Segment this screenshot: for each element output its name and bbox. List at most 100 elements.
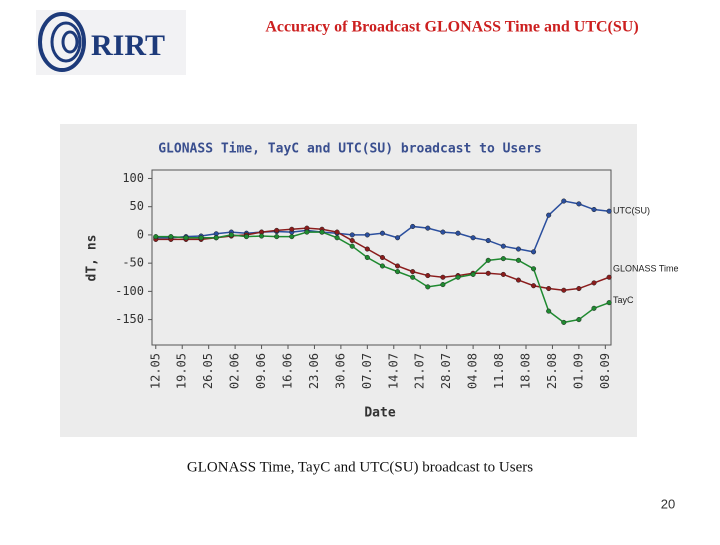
logo: RIRT xyxy=(36,10,186,75)
data-point xyxy=(576,317,582,323)
data-point xyxy=(606,300,612,306)
data-point xyxy=(500,271,506,277)
data-point xyxy=(364,232,370,238)
x-tick-label: 01.09 xyxy=(571,353,585,389)
data-point xyxy=(425,273,431,279)
x-tick-label: 07.07 xyxy=(360,353,374,389)
y-tick-label: 50 xyxy=(130,199,144,213)
data-point xyxy=(425,284,431,290)
y-tick-label: -50 xyxy=(122,256,144,270)
data-point xyxy=(485,270,491,276)
data-point xyxy=(379,254,385,261)
data-point xyxy=(213,235,219,241)
data-point xyxy=(349,238,355,244)
data-point xyxy=(319,229,325,235)
chart-title: GLONASS Time, TayC and UTC(SU) broadcast… xyxy=(158,142,542,157)
data-point xyxy=(395,235,401,241)
data-point xyxy=(274,234,280,240)
x-tick-label: 09.06 xyxy=(254,353,268,389)
data-point xyxy=(440,274,446,280)
data-point xyxy=(349,232,355,238)
data-point xyxy=(198,235,204,241)
x-tick-label: 25.08 xyxy=(545,353,559,389)
data-point xyxy=(395,269,401,275)
data-point xyxy=(515,246,521,252)
logo-ring xyxy=(50,21,82,63)
x-tick-label: 16.06 xyxy=(281,353,295,389)
data-point xyxy=(591,206,597,213)
data-point xyxy=(500,243,506,249)
data-point xyxy=(349,243,355,249)
data-point xyxy=(410,274,416,280)
x-tick-label: 21.07 xyxy=(413,353,427,389)
data-point xyxy=(334,235,340,241)
data-point xyxy=(470,235,476,241)
data-point xyxy=(531,266,537,272)
data-point xyxy=(546,212,552,218)
x-tick-label: 26.05 xyxy=(201,353,215,389)
data-point xyxy=(364,254,370,261)
logo-ring xyxy=(38,12,86,72)
data-point xyxy=(410,223,416,230)
y-tick-label: -150 xyxy=(115,312,144,326)
data-point xyxy=(500,256,506,262)
data-point xyxy=(395,263,401,269)
data-point xyxy=(470,271,476,277)
y-axis-label: dT, ns xyxy=(85,235,100,282)
data-point xyxy=(531,283,537,289)
data-point xyxy=(546,308,552,314)
x-tick-label: 28.07 xyxy=(439,353,453,389)
data-point xyxy=(304,229,310,235)
data-point xyxy=(228,232,234,238)
legend-label: TayC xyxy=(613,295,634,305)
logo-text: RIRT xyxy=(91,29,165,62)
data-point xyxy=(455,230,461,236)
data-point xyxy=(153,234,159,240)
data-point xyxy=(591,280,597,286)
data-point xyxy=(515,277,521,283)
x-tick-label: 14.07 xyxy=(386,353,400,389)
data-point xyxy=(561,319,567,325)
data-point xyxy=(576,285,582,292)
data-point xyxy=(243,234,249,240)
data-point xyxy=(364,246,370,252)
data-point xyxy=(289,226,295,232)
x-axis-label: Date xyxy=(364,406,395,421)
data-point xyxy=(289,234,295,240)
data-point xyxy=(546,285,552,292)
logo-bg xyxy=(36,10,186,75)
data-point xyxy=(561,287,567,293)
data-point xyxy=(379,230,385,236)
x-tick-label: 02.06 xyxy=(228,353,242,389)
data-point xyxy=(606,208,612,214)
caption: GLONASS Time, TayC and UTC(SU) broadcast… xyxy=(187,459,533,475)
slide-title: Accuracy of Broadcast GLONASS Time and U… xyxy=(265,19,638,36)
data-point xyxy=(576,201,582,207)
x-tick-label: 30.06 xyxy=(333,353,347,389)
data-point xyxy=(425,225,431,231)
data-point xyxy=(183,235,189,241)
data-point xyxy=(410,269,416,275)
x-tick-label: 04.08 xyxy=(466,353,480,389)
page-number: 20 xyxy=(661,496,675,511)
plot-frame xyxy=(151,169,612,346)
data-point xyxy=(561,198,567,204)
x-tick-label: 12.05 xyxy=(148,353,162,389)
data-point xyxy=(485,238,491,244)
data-point xyxy=(440,282,446,288)
y-tick-label: 100 xyxy=(122,171,144,185)
legend-label: UTC(SU) xyxy=(613,206,650,216)
data-point xyxy=(515,257,521,263)
x-tick-label: 11.08 xyxy=(492,353,506,389)
legend-label: GLONASS Time xyxy=(613,264,679,274)
x-tick-label: 08.09 xyxy=(598,353,612,389)
data-point xyxy=(531,249,537,255)
x-tick-label: 18.08 xyxy=(519,353,533,389)
data-point xyxy=(485,257,491,263)
chart-bg xyxy=(60,124,637,437)
data-point xyxy=(259,233,265,239)
data-point xyxy=(606,274,612,280)
y-tick-label: -100 xyxy=(115,284,144,298)
